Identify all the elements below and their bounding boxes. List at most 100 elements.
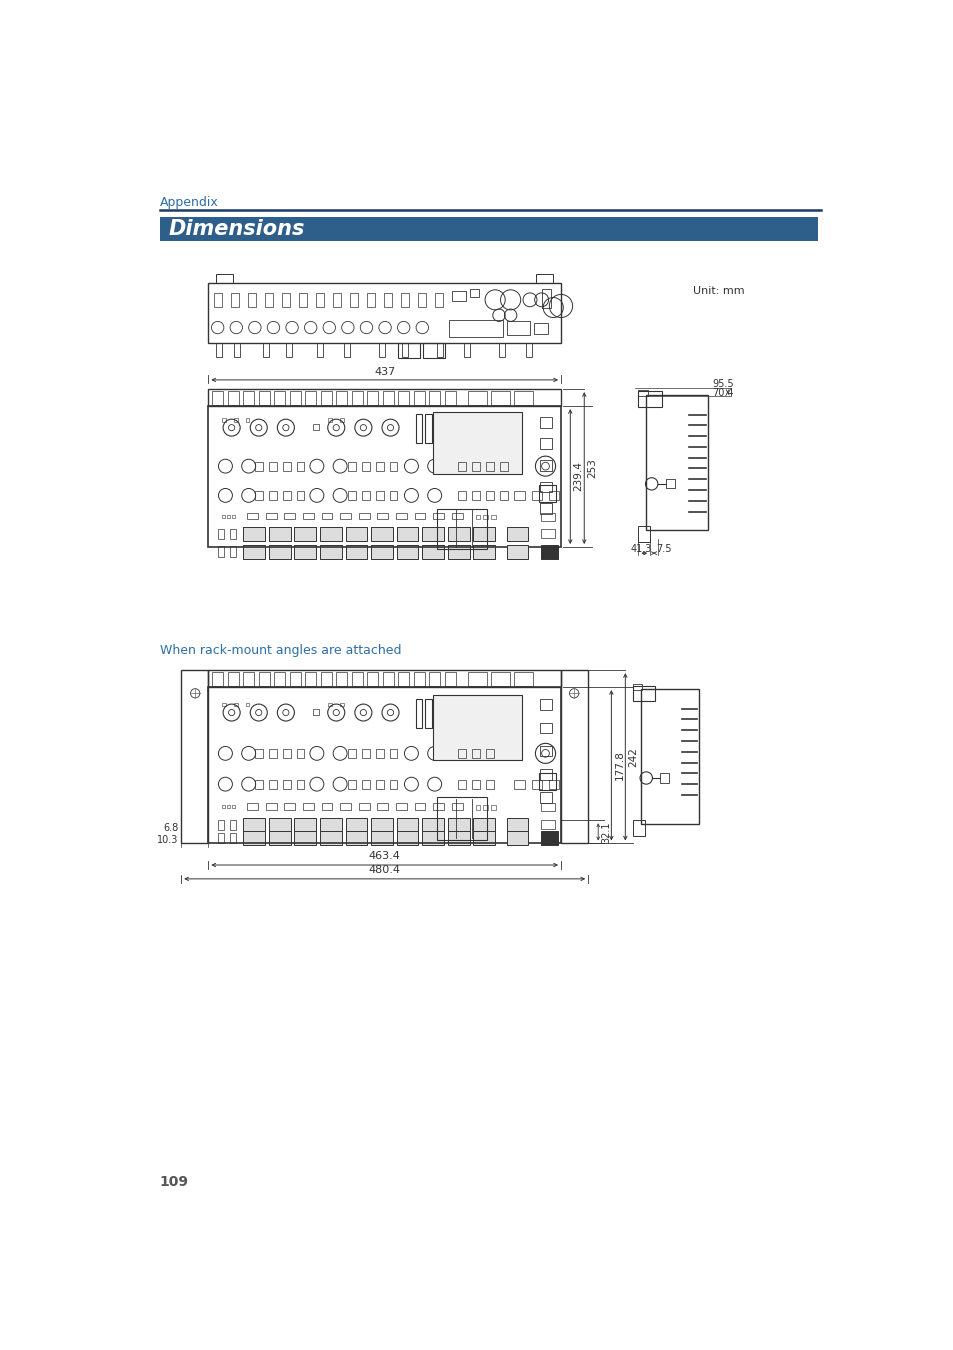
Bar	[539, 792, 552, 803]
Bar	[473, 526, 495, 541]
Bar	[350, 293, 357, 306]
Bar	[472, 749, 479, 757]
Bar	[230, 547, 236, 558]
Bar	[181, 670, 208, 844]
Bar	[290, 390, 300, 405]
Bar	[422, 544, 443, 559]
Bar	[208, 670, 560, 687]
Bar	[476, 709, 484, 717]
Bar	[345, 818, 367, 832]
Bar	[464, 343, 470, 356]
Bar	[390, 779, 397, 788]
Bar	[371, 526, 393, 541]
Text: Dimensions: Dimensions	[169, 219, 305, 239]
Bar	[282, 491, 291, 500]
Bar	[560, 670, 587, 844]
Bar	[319, 526, 341, 541]
Bar	[382, 390, 394, 405]
Bar	[269, 462, 276, 471]
Bar	[638, 526, 649, 541]
Bar	[541, 289, 550, 308]
Bar	[217, 819, 224, 830]
Bar	[539, 699, 552, 710]
Bar	[457, 462, 465, 471]
Bar	[266, 803, 276, 810]
Bar	[444, 390, 456, 405]
Bar	[358, 513, 369, 520]
Bar	[290, 672, 300, 686]
Bar	[222, 418, 226, 423]
Bar	[425, 699, 431, 728]
Bar	[433, 412, 521, 474]
Bar	[313, 424, 319, 429]
Bar	[499, 462, 507, 471]
Bar	[284, 803, 294, 810]
Bar	[498, 343, 505, 356]
Text: 253: 253	[587, 458, 597, 478]
Bar	[298, 293, 307, 306]
Bar	[328, 702, 332, 706]
Bar	[320, 390, 332, 405]
Text: 6.8: 6.8	[163, 824, 178, 833]
Bar	[633, 686, 654, 701]
Bar	[227, 805, 230, 809]
Bar	[506, 818, 528, 832]
Bar	[230, 528, 236, 539]
Bar	[422, 343, 444, 358]
Bar	[265, 293, 273, 306]
Bar	[375, 491, 383, 500]
Bar	[247, 513, 257, 520]
Bar	[422, 818, 443, 832]
Bar	[468, 672, 486, 686]
Bar	[254, 779, 262, 788]
Bar	[233, 343, 240, 356]
Bar	[414, 672, 424, 686]
Bar	[340, 418, 344, 423]
Bar	[506, 544, 528, 559]
Bar	[473, 832, 495, 845]
Bar	[472, 462, 479, 471]
Bar	[548, 779, 558, 788]
Bar	[382, 672, 394, 686]
Bar	[358, 803, 369, 810]
Bar	[262, 343, 269, 356]
Bar	[216, 343, 222, 356]
Bar	[243, 672, 253, 686]
Bar	[401, 293, 409, 306]
Bar	[390, 749, 397, 757]
Bar	[305, 672, 315, 686]
Bar	[345, 544, 367, 559]
Text: 239.4: 239.4	[573, 462, 583, 491]
Bar	[414, 390, 424, 405]
Bar	[335, 390, 347, 405]
Bar	[254, 462, 262, 471]
Bar	[303, 513, 314, 520]
Bar	[540, 803, 555, 811]
Bar	[433, 803, 443, 810]
Bar	[397, 672, 409, 686]
Text: 41.3: 41.3	[630, 544, 651, 554]
Bar	[371, 832, 393, 845]
Bar	[213, 293, 221, 306]
Bar	[294, 544, 315, 559]
Bar	[384, 293, 392, 306]
Text: 70.4: 70.4	[711, 387, 733, 398]
Bar	[216, 274, 233, 284]
Text: Appendix: Appendix	[159, 196, 218, 208]
Bar	[245, 418, 249, 423]
Bar	[491, 805, 496, 810]
Bar	[531, 779, 542, 788]
Bar	[540, 528, 555, 537]
Bar	[459, 424, 469, 432]
Bar	[208, 284, 560, 343]
Bar	[415, 803, 425, 810]
Bar	[375, 462, 383, 471]
Bar	[286, 343, 292, 356]
Bar	[375, 749, 383, 757]
Bar	[243, 832, 265, 845]
Text: 7.5: 7.5	[656, 544, 671, 554]
Bar	[433, 513, 443, 520]
Bar	[659, 774, 669, 783]
Bar	[485, 462, 493, 471]
Bar	[468, 390, 486, 405]
